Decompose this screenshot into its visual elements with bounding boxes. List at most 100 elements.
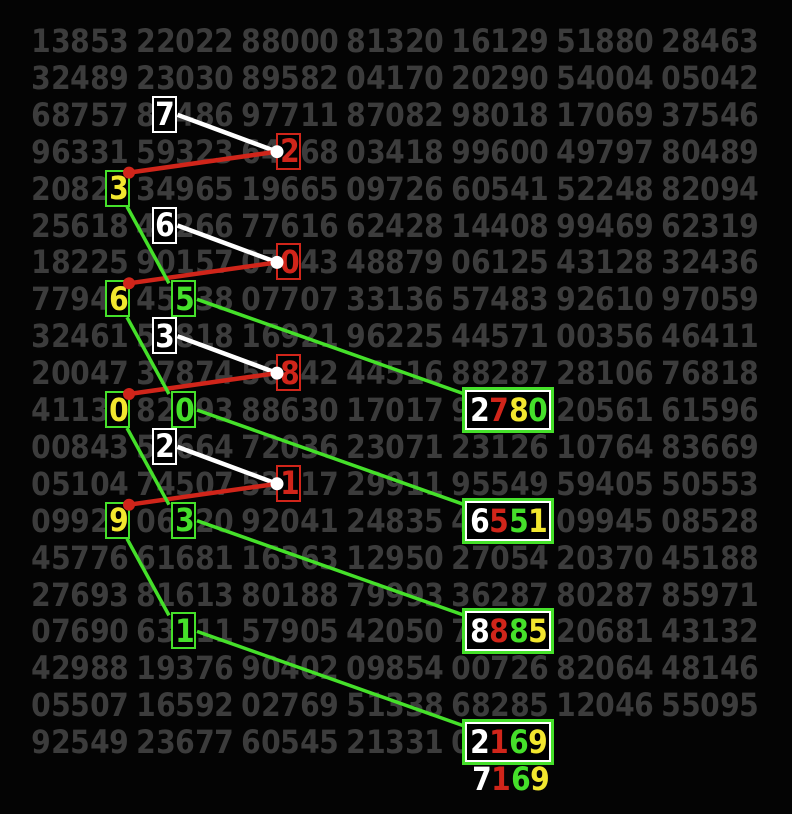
grid-digit: 2 bbox=[556, 612, 576, 651]
grid-digit: 1 bbox=[404, 391, 425, 429]
highlight-box-green: 0 bbox=[105, 391, 130, 428]
grid-digit: 6 bbox=[490, 132, 510, 171]
grid-digit: 4 bbox=[31, 538, 51, 577]
grid-digit: 0 bbox=[280, 501, 300, 540]
grid-digit: 6 bbox=[299, 169, 320, 208]
grid-digit: 2 bbox=[451, 58, 471, 97]
grid-digit: 0 bbox=[50, 354, 71, 393]
grid-digit: 6 bbox=[241, 132, 261, 171]
grid-digit: 3 bbox=[214, 391, 234, 429]
footer-digit: 9 bbox=[530, 760, 550, 798]
grid-digit: 5 bbox=[89, 95, 110, 134]
grid-digit: 8 bbox=[680, 501, 701, 540]
grid-digit: 5 bbox=[404, 649, 425, 688]
grid-digit: 1 bbox=[299, 95, 320, 134]
grid-digit: 0 bbox=[451, 649, 471, 688]
grid-digit: 9 bbox=[365, 649, 386, 688]
grid-digit: 3 bbox=[89, 391, 110, 429]
grid-digit: 0 bbox=[595, 649, 615, 688]
grid-digit: 3 bbox=[155, 723, 176, 762]
grid-digit: 9 bbox=[404, 575, 425, 614]
grid-digit: 6 bbox=[175, 723, 195, 762]
result-digit: 8 bbox=[469, 612, 490, 651]
grid-digit: 4 bbox=[155, 464, 176, 503]
grid-digit: 5 bbox=[556, 464, 576, 503]
grid-digit: 1 bbox=[31, 243, 51, 282]
grid-digit: 3 bbox=[136, 354, 156, 393]
grid-digit: 2 bbox=[404, 169, 425, 208]
highlight-box-white: 3 bbox=[151, 317, 177, 355]
grid-digit: 2 bbox=[260, 686, 281, 725]
grid-digit: 7 bbox=[404, 58, 425, 97]
grid-digit: 9 bbox=[241, 501, 261, 540]
grid-digit: 7 bbox=[634, 132, 654, 171]
grid-digit: 2 bbox=[319, 354, 339, 393]
grid-digit: 4 bbox=[634, 58, 654, 97]
grid-digit: 0 bbox=[89, 464, 110, 503]
grid-digit: 7 bbox=[319, 280, 339, 319]
grid-digit: 8 bbox=[424, 686, 444, 725]
grid-digit: 8 bbox=[319, 575, 339, 614]
grid-digit: 6 bbox=[194, 206, 215, 245]
grid-digit: 6 bbox=[470, 575, 491, 614]
grid-digit: 0 bbox=[614, 58, 635, 97]
grid-digit: 0 bbox=[490, 95, 510, 134]
result-digit: 6 bbox=[469, 501, 490, 540]
grid-digit: 8 bbox=[214, 317, 234, 356]
grid-digit: 0 bbox=[70, 354, 90, 393]
grid-digit: 2 bbox=[509, 427, 530, 466]
grid-digit: 6 bbox=[661, 391, 681, 429]
grid-digit: 7 bbox=[424, 391, 444, 429]
grid-digit: 3 bbox=[385, 22, 405, 60]
grid-digit: 1 bbox=[680, 391, 701, 429]
grid-digit: 6 bbox=[451, 686, 471, 725]
highlight-digit: 6 bbox=[108, 279, 129, 318]
grid-digit: 3 bbox=[575, 243, 596, 282]
grid-digit: 3 bbox=[700, 206, 720, 245]
grid-digit: 7 bbox=[404, 243, 425, 282]
grid-digit: 0 bbox=[194, 464, 215, 503]
grid-digit: 4 bbox=[89, 280, 110, 319]
grid-digit: 4 bbox=[719, 649, 740, 688]
grid-digit: 8 bbox=[661, 575, 681, 614]
grid-digit: 6 bbox=[451, 169, 471, 208]
grid-digit: 4 bbox=[214, 354, 234, 393]
grid-digit: 6 bbox=[31, 95, 51, 134]
grid-digit: 6 bbox=[175, 575, 195, 614]
grid-digit: 0 bbox=[385, 391, 405, 429]
grid-digit: 8 bbox=[509, 575, 530, 614]
grid-digit: 9 bbox=[365, 169, 386, 208]
grid-digit: 2 bbox=[155, 391, 176, 429]
grid-digit: 1 bbox=[365, 723, 386, 762]
grid-digit: 3 bbox=[385, 723, 405, 762]
grid-digit: 0 bbox=[299, 22, 320, 60]
result-digit: 5 bbox=[528, 612, 548, 651]
highlight-digit: 1 bbox=[279, 464, 300, 503]
grid-digit: 2 bbox=[50, 649, 71, 688]
grid-digit: 7 bbox=[214, 464, 234, 503]
grid-digit: 4 bbox=[490, 280, 510, 319]
grid-digit: 3 bbox=[175, 649, 195, 688]
grid-digit: 2 bbox=[299, 317, 320, 356]
grid-digit: 1 bbox=[490, 427, 510, 466]
grid-digit: 9 bbox=[241, 649, 261, 688]
grid-digit: 6 bbox=[529, 649, 549, 688]
grid-digit: 1 bbox=[424, 427, 444, 466]
result-digit: 6 bbox=[508, 723, 529, 762]
result-digit: 7 bbox=[489, 391, 509, 429]
grid-digit: 9 bbox=[385, 575, 405, 614]
grid-digit: 1 bbox=[404, 464, 425, 503]
grid-digit: 8 bbox=[241, 575, 261, 614]
grid-digit: 1 bbox=[634, 391, 654, 429]
grid-digit: 9 bbox=[280, 612, 300, 651]
